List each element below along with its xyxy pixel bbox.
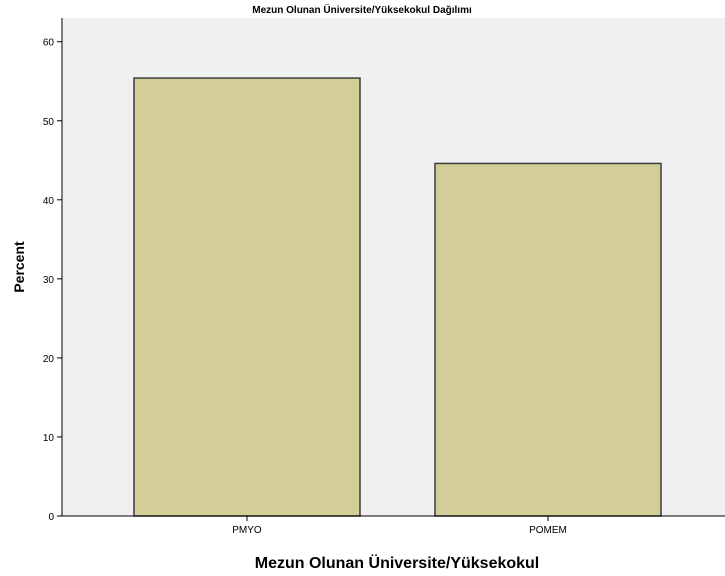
y-axis: 0 10 20 30 40 50 60 — [43, 18, 63, 523]
x-tick-label-pmyo: PMYO — [232, 525, 262, 536]
y-tick-label: 50 — [43, 117, 55, 128]
bar-pmyo — [133, 77, 361, 517]
y-tick-label: 0 — [48, 512, 54, 523]
chart-title: Mezun Olunan Üniversite/Yüksekokul Dağıl… — [252, 3, 472, 16]
bar-pomem — [434, 162, 662, 517]
y-axis-label: Percent — [11, 241, 27, 293]
y-tick-label: 40 — [43, 196, 55, 207]
bars-group — [133, 77, 662, 517]
y-tick-label: 30 — [43, 275, 55, 286]
x-axis: PMYO POMEM — [62, 515, 725, 536]
x-axis-label: Mezun Olunan Üniversite/Yüksekokul — [255, 553, 540, 572]
y-tick-label: 60 — [43, 38, 55, 49]
x-tick-label-pomem: POMEM — [529, 525, 567, 536]
y-tick-label: 10 — [43, 433, 55, 444]
y-tick-label: 20 — [43, 354, 55, 365]
